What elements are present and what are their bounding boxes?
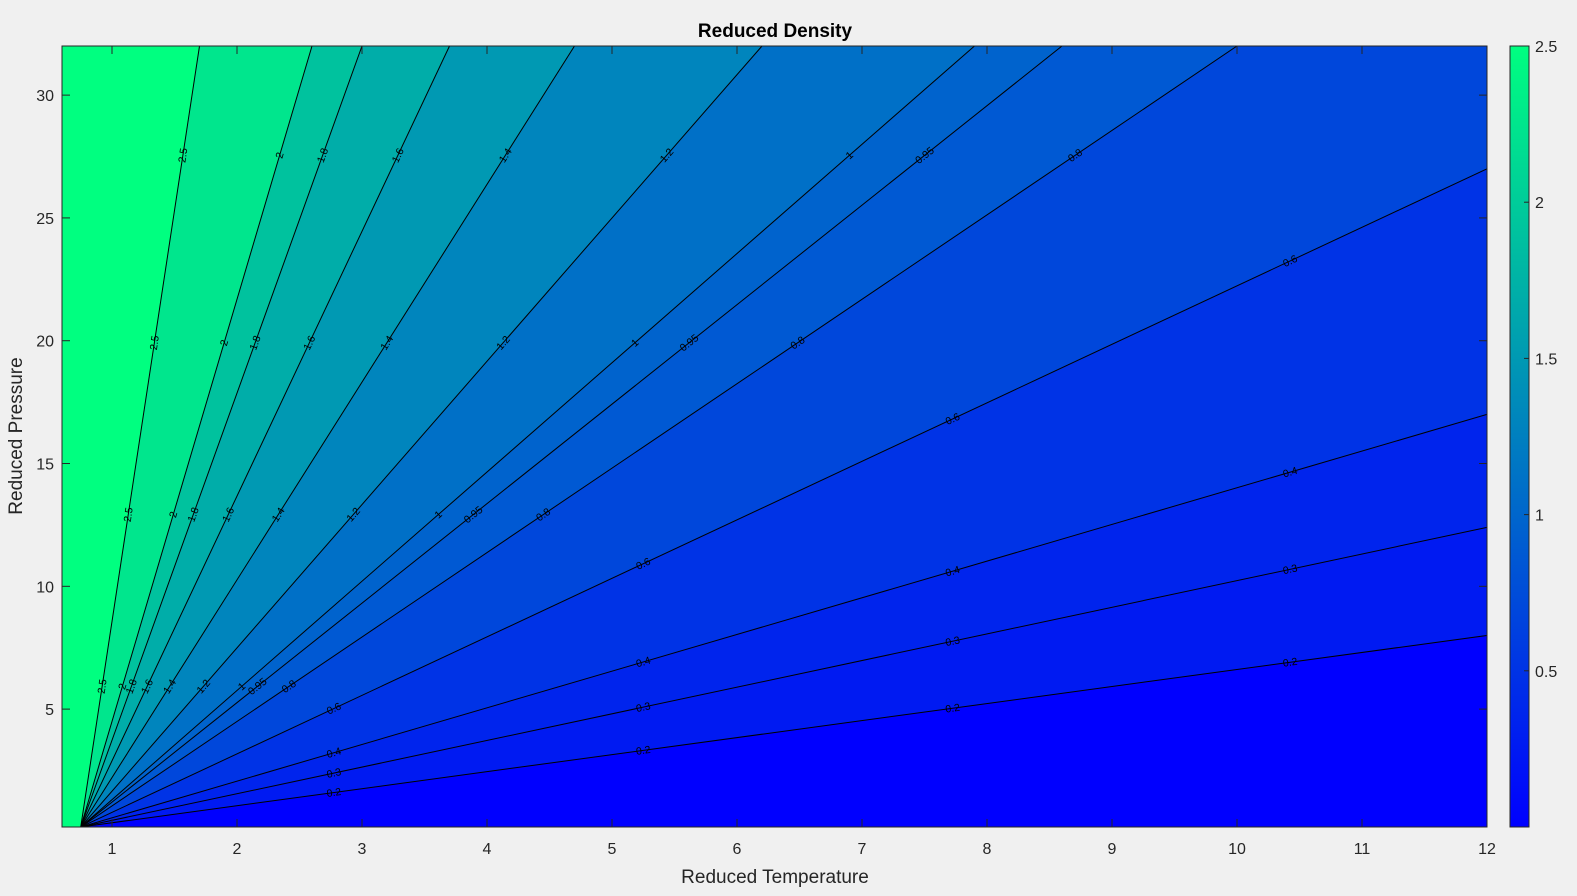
chart-title: Reduced Density (698, 21, 853, 42)
x-tick-label: 9 (1108, 841, 1117, 858)
contour-line (80, 46, 575, 827)
contour-line (80, 46, 1238, 827)
contour-label: 0.4 (944, 564, 962, 580)
plot-area: 0.2 0.2 0.2 0.2 0.3 0.3 0.3 0.3 0.4 0.4 0.4 0.4 0.6 0… (62, 46, 1487, 827)
y-tick-label: 10 (36, 579, 54, 596)
contour-label: 0.3 (944, 634, 961, 649)
y-tick-label: 5 (45, 702, 54, 719)
colorbar-tick-label: 0.5 (1535, 664, 1557, 681)
contour-line (80, 413, 1487, 827)
contour-line (80, 46, 975, 827)
colorbar-tick-label: 1 (1535, 508, 1544, 525)
contour-label: 1.6 (220, 506, 237, 524)
contour-line (80, 46, 363, 827)
colorbar-tick-label: 2.5 (1535, 39, 1557, 56)
contour-label: 0.6 (1281, 253, 1299, 270)
y-axis-label: Reduced Pressure (6, 357, 27, 514)
contour-label: 0.3 (326, 766, 343, 781)
x-axis-ticks: 1 2 3 4 5 6 7 8 9 10 11 12 (108, 46, 1496, 858)
contour-label: 0.2 (1282, 656, 1298, 670)
colorbar-ticks: 0.5 1 1.5 2 2.5 (1524, 39, 1557, 681)
contour-label: 1.8 (315, 146, 331, 164)
y-axis-ticks: 5 10 15 20 25 30 (36, 88, 1487, 719)
contour-label: 1.8 (124, 678, 140, 696)
contour-line (80, 526, 1487, 827)
contour-lines (80, 46, 1487, 827)
y-tick-label: 20 (36, 334, 54, 351)
colorbar-tick-label: 1.5 (1535, 351, 1557, 368)
contour-line (80, 168, 1487, 827)
contour-label: 2 (218, 338, 231, 347)
contour-label: 2 (167, 510, 180, 519)
colorbar: 0.5 1 1.5 2 2.5 (1509, 39, 1557, 828)
x-tick-label: 11 (1354, 841, 1371, 858)
contour-label: 2.5 (176, 147, 190, 163)
contour-band (62, 46, 200, 827)
contour-label: 0.4 (1282, 465, 1300, 481)
contour-line (80, 46, 450, 827)
x-tick-label: 5 (608, 841, 617, 858)
x-tick-label: 7 (858, 841, 867, 858)
contour-label: 0.4 (635, 655, 653, 671)
colorbar-box (1509, 45, 1530, 828)
contour-line (80, 634, 1487, 827)
contour-label: 0.6 (634, 556, 652, 573)
contour-labels: 0.2 0.2 0.2 0.2 0.3 0.3 0.3 0.3 0.4 0.4 0.4 0.4 0.6 0… (96, 145, 1300, 800)
contour-label: 2 (116, 682, 129, 691)
contour-label: 0.3 (635, 700, 652, 715)
colorbar-tick-label: 2 (1535, 195, 1544, 212)
x-tick-label: 3 (358, 841, 367, 858)
x-tick-label: 10 (1228, 841, 1246, 858)
contour-label: 1.8 (186, 506, 202, 524)
contour-label: 2.5 (96, 678, 110, 694)
axes-box (61, 45, 1488, 828)
contour-label: 0.6 (944, 411, 962, 428)
contour-line (80, 46, 763, 827)
colorbar-gradient (1510, 46, 1529, 827)
contour-label: 1.6 (301, 334, 318, 352)
contour-label: 0.3 (1282, 562, 1299, 577)
y-tick-label: 25 (36, 211, 54, 228)
contour-label: 1.6 (139, 677, 156, 695)
contour-label: 1.6 (390, 146, 407, 164)
contour-label: 1.8 (247, 334, 263, 352)
contour-label: 0.2 (635, 744, 651, 758)
contour-line (80, 46, 200, 827)
x-tick-label: 8 (983, 841, 992, 858)
contour-line (80, 46, 1063, 827)
x-tick-label: 6 (733, 841, 742, 858)
y-tick-label: 30 (36, 88, 54, 105)
x-tick-label: 1 (108, 841, 117, 858)
contour-label: 2.5 (122, 506, 136, 522)
contour-label: 0.4 (325, 745, 343, 761)
x-tick-label: 2 (233, 841, 242, 858)
x-axis-label: Reduced Temperature (681, 867, 869, 888)
y-tick-label: 15 (36, 457, 54, 474)
contour-label: 0.6 (325, 700, 343, 717)
contour-band (80, 46, 1487, 827)
contour-label: 0.2 (945, 702, 961, 716)
contour-label: 0.2 (326, 786, 342, 800)
contour-line (80, 46, 313, 827)
contour-label: 2 (274, 151, 287, 160)
x-tick-label: 12 (1478, 841, 1496, 858)
contour-label: 2.5 (148, 335, 162, 351)
x-tick-label: 4 (483, 841, 492, 858)
